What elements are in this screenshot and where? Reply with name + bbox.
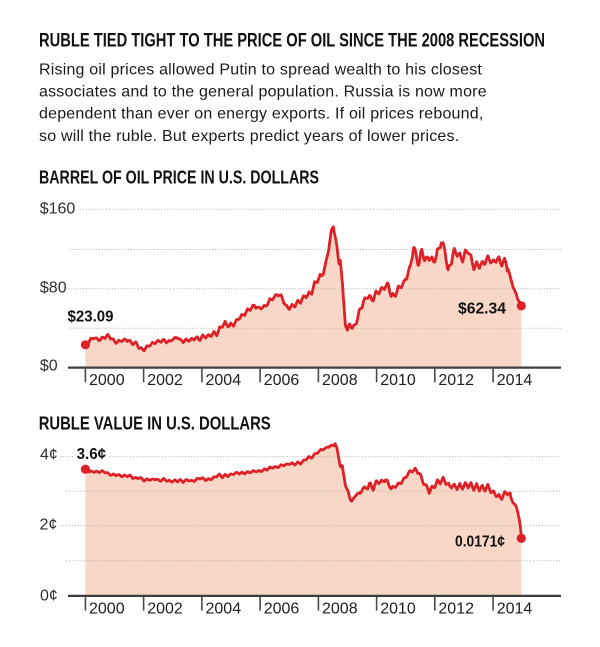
svg-text:Rising oil prices allowed Puti: Rising oil prices allowed Putin to sprea… <box>39 62 482 79</box>
svg-text:3.6¢: 3.6¢ <box>77 446 107 463</box>
svg-text:BARREL OF OIL PRICE IN U.S. DO: BARREL OF OIL PRICE IN U.S. DOLLARS <box>39 168 319 188</box>
svg-text:$80: $80 <box>40 280 67 297</box>
svg-text:RUBLE VALUE IN U.S. DOLLARS: RUBLE VALUE IN U.S. DOLLARS <box>39 414 271 434</box>
svg-text:2008: 2008 <box>322 601 358 618</box>
svg-text:2012: 2012 <box>438 601 474 618</box>
svg-text:$23.09: $23.09 <box>68 308 114 325</box>
svg-text:2008: 2008 <box>322 372 358 389</box>
svg-text:2004: 2004 <box>206 601 242 618</box>
svg-text:2014: 2014 <box>497 372 533 389</box>
svg-text:associates and to the general: associates and to the general population… <box>39 84 487 101</box>
svg-text:2010: 2010 <box>380 601 416 618</box>
svg-text:$160: $160 <box>40 201 76 218</box>
svg-text:$0: $0 <box>40 357 58 374</box>
svg-text:2000: 2000 <box>89 372 125 389</box>
svg-text:dependent than ever on energy: dependent than ever on energy exports. I… <box>39 106 483 123</box>
svg-text:RUBLE TIED TIGHT TO THE PRICE: RUBLE TIED TIGHT TO THE PRICE OF OIL SIN… <box>39 31 545 52</box>
svg-text:2¢: 2¢ <box>40 517 58 534</box>
svg-text:$62.34: $62.34 <box>458 300 506 317</box>
svg-text:2000: 2000 <box>89 601 125 618</box>
svg-text:2004: 2004 <box>206 372 242 389</box>
svg-text:2006: 2006 <box>264 601 300 618</box>
svg-text:2014: 2014 <box>497 601 533 618</box>
svg-text:so will the ruble. But experts: so will the ruble. But experts predict y… <box>39 128 459 145</box>
svg-text:0¢: 0¢ <box>40 587 58 604</box>
svg-text:0.0171¢: 0.0171¢ <box>455 534 505 551</box>
svg-text:2012: 2012 <box>438 372 474 389</box>
svg-text:2006: 2006 <box>264 372 300 389</box>
svg-text:2010: 2010 <box>380 372 416 389</box>
svg-text:4¢: 4¢ <box>40 447 58 464</box>
svg-text:2002: 2002 <box>147 372 183 389</box>
svg-text:2002: 2002 <box>147 601 183 618</box>
